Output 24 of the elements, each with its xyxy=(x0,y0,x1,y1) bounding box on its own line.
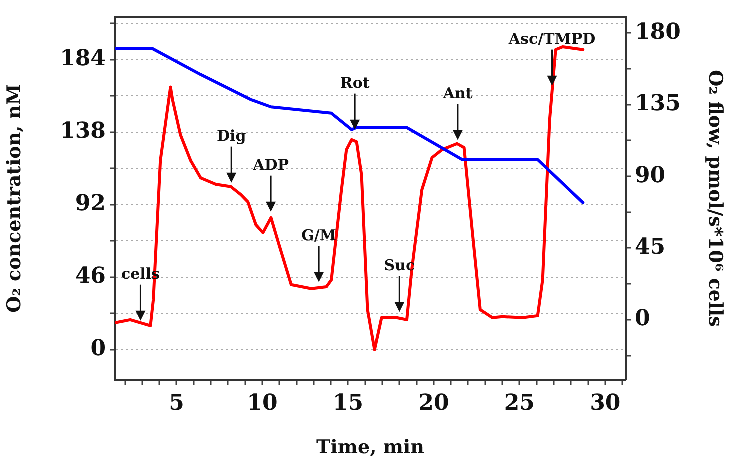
y2-tick-label: 0 xyxy=(635,306,650,332)
y-axis-title: O₂ concentration, nM xyxy=(3,84,26,313)
x-tick-label: 30 xyxy=(590,390,621,416)
y2-tick-label: 135 xyxy=(635,90,681,117)
annotation: Rot xyxy=(340,74,370,92)
y2-tick-label: 45 xyxy=(635,234,666,260)
x-tick-label: 15 xyxy=(332,390,364,416)
x-tick-label: 20 xyxy=(418,390,450,416)
y-tick-label: 46 xyxy=(75,263,106,290)
y-tick-label: 138 xyxy=(60,118,106,144)
annotation: Ant xyxy=(442,84,473,103)
annotation: Dig xyxy=(217,127,247,146)
y-tick-label: 92 xyxy=(75,190,106,217)
y-tick-label: 184 xyxy=(60,46,106,72)
y2-axis-title: O₂ flow, pmol/s*10⁶ cells xyxy=(704,70,727,328)
x-tick-label: 25 xyxy=(504,390,535,416)
x-axis-title: Time, min xyxy=(316,436,425,459)
x-tick-label: 5 xyxy=(169,390,184,416)
y-tick-label: 0 xyxy=(90,336,106,362)
y2-tick-label: 90 xyxy=(635,162,666,188)
x-tick-label: 10 xyxy=(247,390,278,416)
annotation: Asc/TMPD xyxy=(508,30,596,48)
annotation: ADP xyxy=(252,156,290,174)
y2-tick-label: 180 xyxy=(635,18,681,45)
